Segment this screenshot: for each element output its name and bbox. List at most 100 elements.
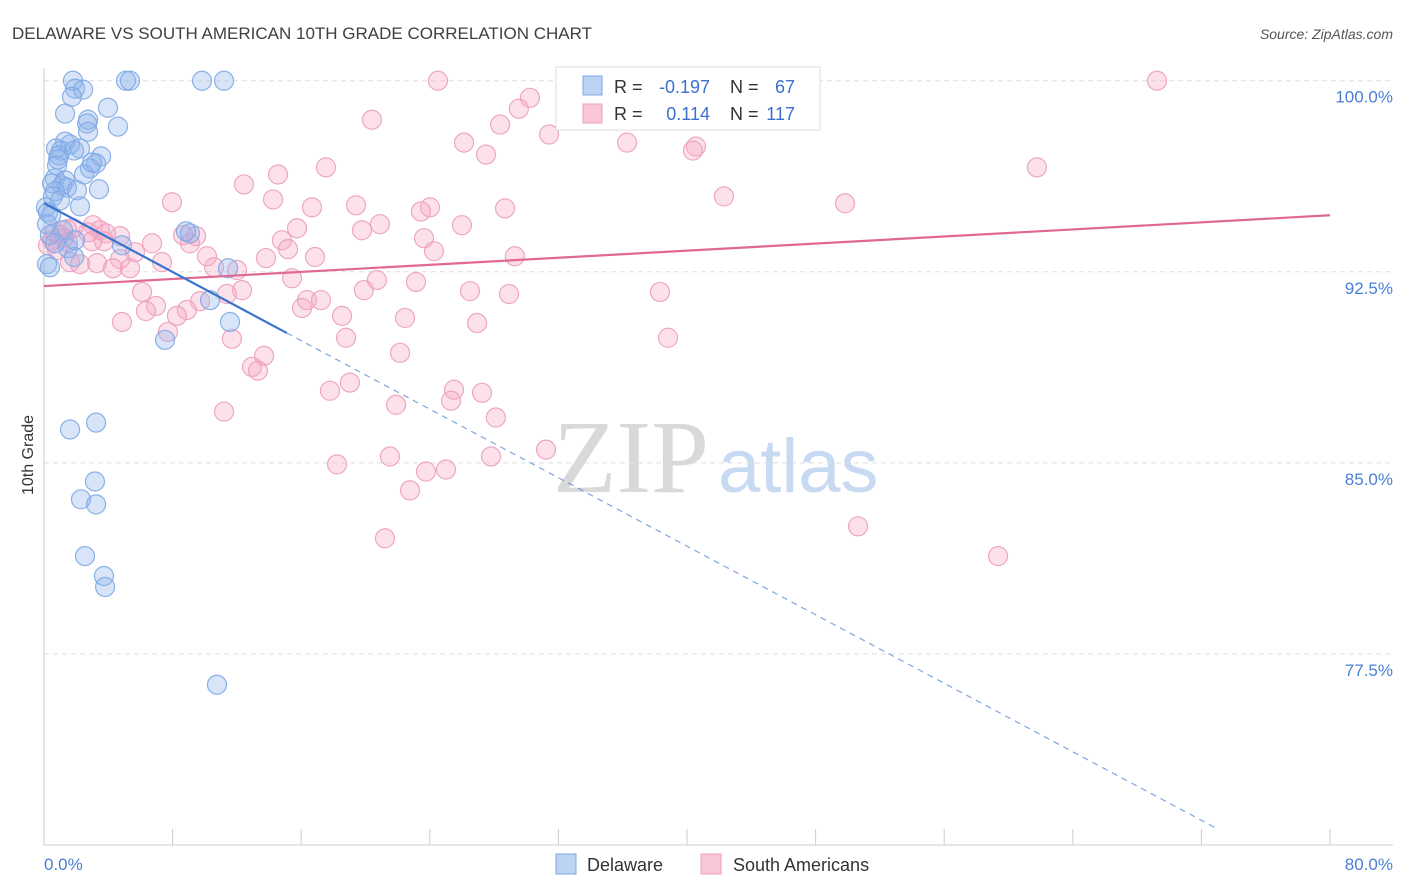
x-axis-tick-labels: 0.0% 80.0% bbox=[44, 855, 1393, 874]
y-axis-label: 10th Grade bbox=[20, 415, 37, 495]
south-americans-point bbox=[353, 280, 374, 301]
south-americans-point bbox=[339, 372, 361, 393]
delaware-point bbox=[217, 258, 239, 279]
delaware-point bbox=[74, 546, 96, 567]
south-americans-point bbox=[498, 283, 520, 305]
south-americans-point bbox=[286, 218, 308, 239]
south-americans-r-value: 0.114 bbox=[666, 104, 710, 124]
south-americans-point bbox=[435, 459, 457, 480]
delaware-point bbox=[84, 471, 106, 492]
delaware-point bbox=[206, 674, 228, 695]
south-americans-point bbox=[713, 186, 735, 207]
stats-legend: R = -0.197 N = 67 R = 0.114 N = 117 bbox=[555, 66, 821, 131]
x-tick-label: 80.0% bbox=[1345, 855, 1393, 874]
delaware-point bbox=[88, 179, 110, 200]
legend-delaware-label: Delaware bbox=[587, 855, 663, 875]
south-americans-point bbox=[111, 311, 133, 333]
y-axis-tick-labels: 100.0% 92.5% 85.0% 77.5% bbox=[1335, 88, 1393, 680]
delaware-point bbox=[54, 103, 76, 124]
south-americans-point bbox=[141, 233, 163, 254]
delaware-point bbox=[70, 489, 92, 510]
south-americans-point bbox=[351, 220, 373, 241]
south-americans-point bbox=[519, 87, 541, 108]
delaware-swatch bbox=[582, 75, 603, 96]
south-americans-point bbox=[331, 305, 353, 326]
south-americans-n-value: 117 bbox=[766, 104, 795, 124]
south-americans-point bbox=[389, 342, 411, 363]
delaware-point bbox=[72, 79, 94, 100]
south-americans-point bbox=[102, 258, 124, 279]
legend-south-americans-swatch bbox=[700, 853, 722, 875]
delaware-point bbox=[61, 86, 83, 107]
south-americans-point bbox=[440, 390, 462, 411]
series-legend: Delaware South Americans bbox=[555, 853, 869, 875]
watermark-atlas: atlas bbox=[718, 424, 879, 509]
delaware-point bbox=[39, 257, 61, 278]
delaware-point bbox=[199, 289, 221, 311]
south-americans-point bbox=[262, 189, 284, 210]
legend-delaware-swatch bbox=[555, 853, 577, 875]
delaware-r-label: R = bbox=[614, 77, 643, 97]
south-americans-point bbox=[241, 356, 263, 377]
delaware-point bbox=[64, 230, 86, 251]
delaware-point bbox=[69, 196, 91, 217]
south-americans-point bbox=[504, 246, 525, 267]
south-americans-point bbox=[379, 446, 401, 467]
south-americans-point bbox=[135, 300, 157, 322]
south-americans-point bbox=[485, 407, 506, 428]
delaware-point bbox=[44, 233, 66, 254]
delaware-point bbox=[85, 494, 107, 515]
south-americans-point bbox=[196, 246, 218, 267]
delaware-trend-line-extension bbox=[286, 332, 1215, 828]
south-americans-point bbox=[157, 321, 179, 343]
south-americans-point bbox=[145, 295, 167, 317]
south-americans-point bbox=[475, 144, 497, 165]
south-americans-point bbox=[399, 480, 421, 501]
y-tick-label: 92.5% bbox=[1345, 279, 1393, 298]
south-americans-point bbox=[231, 280, 253, 301]
south-americans-swatch bbox=[582, 103, 603, 124]
south-americans-point bbox=[494, 198, 516, 219]
delaware-point bbox=[93, 565, 115, 587]
south-americans-point bbox=[166, 305, 188, 326]
south-americans-point bbox=[415, 461, 437, 482]
delaware-point bbox=[107, 116, 129, 137]
south-americans-point bbox=[247, 360, 269, 381]
delaware-point bbox=[76, 113, 98, 134]
south-americans-point bbox=[335, 327, 357, 348]
south-americans-trend-line bbox=[43, 214, 1331, 288]
south-americans-point bbox=[277, 239, 299, 260]
delaware-point bbox=[97, 97, 119, 118]
south-americans-point bbox=[369, 214, 391, 235]
south-americans-point bbox=[466, 312, 488, 334]
source-credit: Source: ZipAtlas.com bbox=[1260, 26, 1393, 42]
south-americans-point bbox=[834, 193, 856, 214]
south-americans-point bbox=[405, 271, 427, 293]
south-americans-point bbox=[1146, 70, 1168, 91]
delaware-point bbox=[154, 329, 176, 350]
south-americans-point bbox=[255, 247, 277, 269]
trend-lines bbox=[43, 202, 1331, 828]
south-americans-point bbox=[161, 192, 183, 213]
south-americans-point bbox=[423, 241, 445, 262]
delaware-point bbox=[119, 70, 141, 91]
south-americans-point bbox=[657, 327, 679, 348]
south-americans-n-label: N = bbox=[730, 104, 759, 124]
south-americans-point bbox=[119, 258, 141, 279]
scatter-points bbox=[35, 70, 1168, 695]
south-americans-point bbox=[304, 246, 326, 268]
delaware-n-value: 67 bbox=[775, 77, 795, 97]
y-tick-label: 85.0% bbox=[1345, 470, 1393, 489]
south-americans-point bbox=[1026, 157, 1048, 178]
legend-south-americans-label: South Americans bbox=[733, 855, 869, 875]
south-americans-point bbox=[81, 231, 103, 252]
x-tick-label: 0.0% bbox=[44, 855, 83, 874]
south-americans-point bbox=[267, 164, 289, 185]
south-americans-point bbox=[319, 380, 341, 401]
south-americans-point bbox=[233, 174, 255, 195]
south-americans-point bbox=[131, 281, 153, 303]
south-americans-point bbox=[176, 299, 198, 321]
south-americans-point bbox=[310, 289, 332, 311]
south-americans-point bbox=[326, 454, 348, 475]
